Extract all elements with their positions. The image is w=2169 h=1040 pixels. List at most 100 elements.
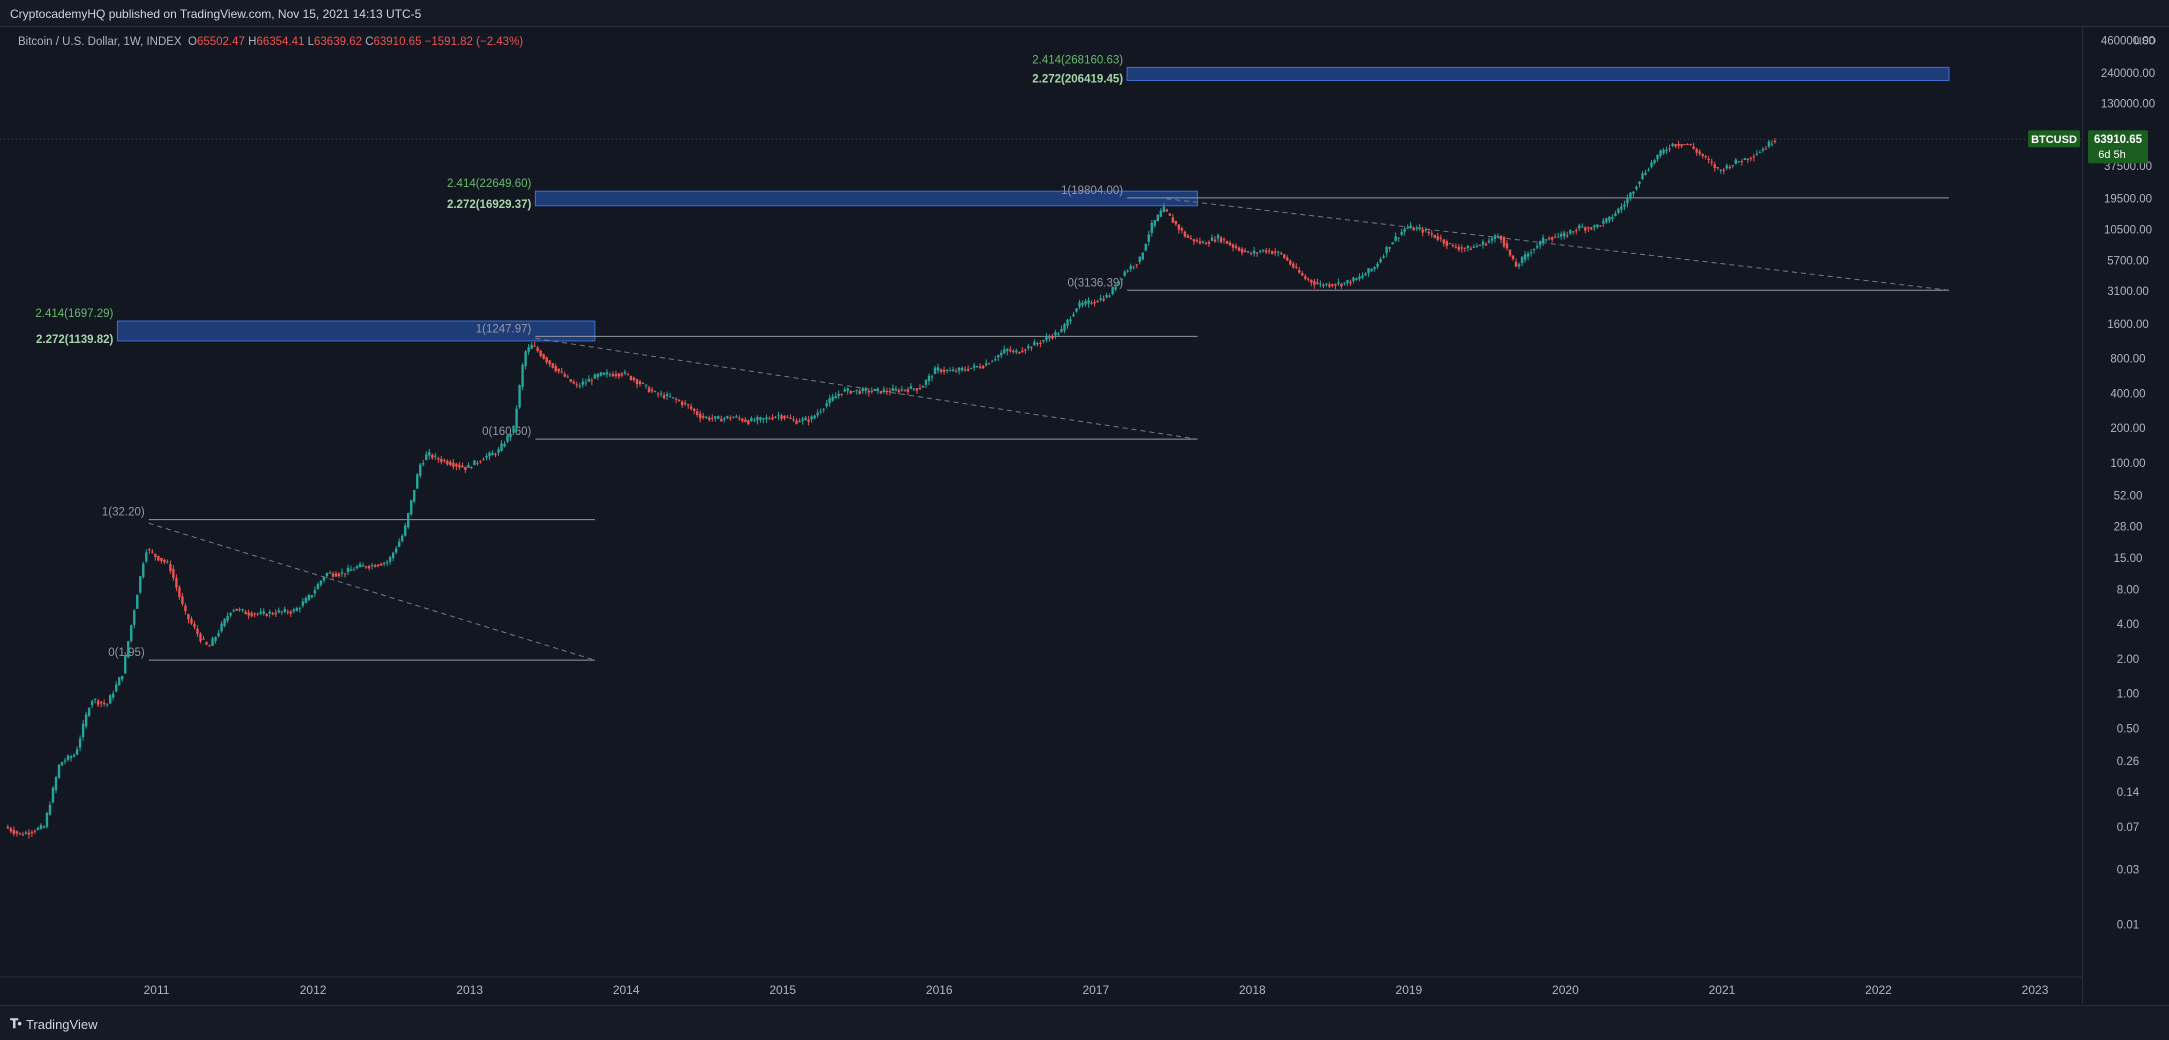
candle-body [1475,245,1479,247]
candle-body [1460,247,1464,249]
candle-body [178,587,181,597]
candle-body [1481,241,1485,245]
candle-body [208,645,211,647]
candle-body [726,416,729,419]
candle-body [1614,213,1617,216]
candle-body [449,461,452,466]
candle-body [1575,230,1578,232]
candle-body [1283,254,1286,258]
candle-body [569,379,572,382]
candle-body [1319,283,1322,285]
candle-body [232,610,235,612]
candle-body [301,601,305,606]
candle-body [488,452,491,457]
candle-body [1048,336,1051,339]
candle-body [124,655,127,674]
candle-body [1764,148,1768,150]
candle-body [1307,278,1310,280]
candle-body [503,443,506,447]
candle-body [717,416,720,419]
candle-body [193,623,196,628]
candle-body [1556,236,1560,238]
candle-body [455,463,458,467]
candle-body [599,372,603,376]
candle-body [30,831,34,834]
candle-body [42,826,46,828]
candle-body [515,408,518,429]
x-tick-label: 2014 [613,983,640,997]
candle-body [1331,284,1334,287]
candle-body [1517,264,1521,267]
candle-body [464,466,467,471]
candle-body [57,764,61,778]
candle-body [108,695,112,704]
candle-body [837,394,840,397]
candle-body [1111,287,1114,295]
candle-body [75,749,79,755]
candle-body [1547,237,1551,240]
candle-body [196,628,199,635]
candle-body [337,573,341,577]
candle-body [1261,249,1265,252]
fib-target-zone [534,190,1199,207]
candle-body [262,611,265,614]
candle-body [12,829,16,834]
price-chart[interactable]: 460000.00 240000.00 130000.00 37500.00 19500… [0,27,2169,1004]
candle-body [1024,349,1027,351]
candle-body [407,513,410,528]
tradingview-logo[interactable]: 𝐓• TradingView [10,1016,97,1032]
symbol-title[interactable]: Bitcoin / U.S. Dollar, 1W, INDEX [18,36,182,48]
candle-body [572,381,575,384]
candle-body [1421,229,1424,233]
candle-body [214,636,217,642]
candle-body [21,834,25,836]
candle-body [27,832,31,835]
x-tick-label: 2012 [300,983,327,997]
candle-body [202,638,205,640]
candle-body [638,381,642,384]
candle-body [1078,302,1081,307]
candle-body [975,366,979,368]
candle-body [1225,240,1229,244]
y-tick-label: 1.00 [2117,689,2139,701]
candle-body [121,675,124,680]
candle-body [1213,239,1217,242]
candle-body [1162,206,1166,213]
candle-body [316,584,320,590]
candle-body [674,398,678,400]
candle-body [145,552,148,562]
candle-body [997,355,1000,358]
fib-level-0-label: 0(160.60) [482,426,531,438]
candle-body [1484,243,1488,246]
y-tick-label: 0.01 [2117,919,2139,931]
candle-body [428,452,431,456]
candle-body [1463,247,1467,249]
candle-body [656,393,660,395]
candle-body [1075,308,1078,312]
candle-body [1069,319,1072,322]
candle-body [1153,220,1156,226]
candle-body [1593,225,1596,228]
candle-body [9,828,13,832]
candle-body [1749,157,1753,159]
candle-body [1081,302,1084,306]
candle-body [1346,280,1349,283]
candle-body [1424,229,1427,231]
candle-body [882,389,886,391]
candle-body [864,388,867,391]
candle-body [473,460,476,466]
candle-body [608,374,612,376]
candle-body [1478,245,1482,247]
candle-body [1105,295,1108,298]
candle-body [614,373,618,376]
candle-body [148,549,151,551]
candle-body [1304,276,1307,279]
fib-level-2414-label: 2.414(268160.63) [1032,54,1123,66]
candle-body [1237,247,1241,251]
candle-body [1358,276,1361,279]
candle-body [1505,243,1509,249]
candle-body [587,378,591,382]
candle-body [1087,300,1090,304]
candle-body [382,562,386,564]
candle-body [795,420,798,424]
